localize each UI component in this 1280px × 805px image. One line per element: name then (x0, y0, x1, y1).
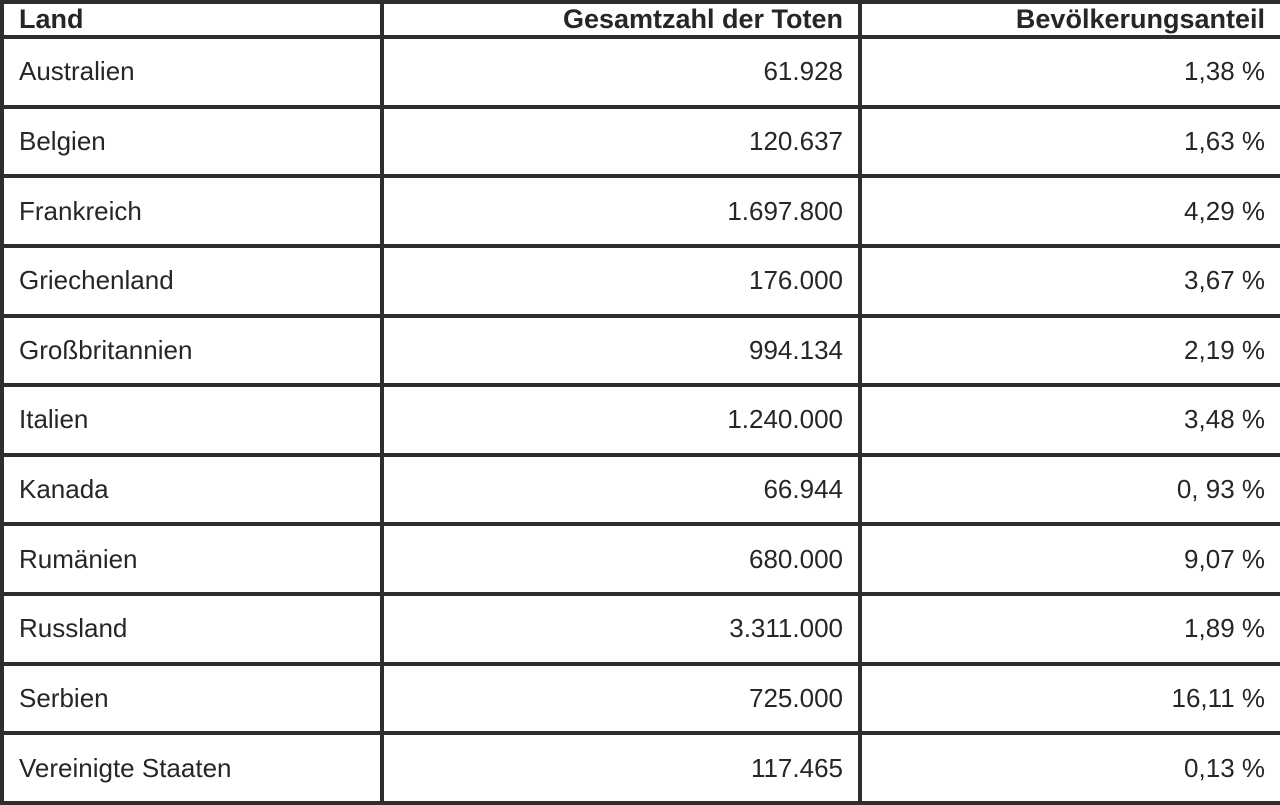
cell-total-deaths: 66.944 (380, 452, 862, 527)
table-row: Italien 1.240.000 3,48 % (0, 383, 1280, 457)
cell-country: Italien (0, 383, 384, 457)
cell-population-share: 4,29 % (858, 174, 1280, 248)
table-row: Kanada 66.944 0, 93 % (0, 452, 1280, 527)
table-row: Vereinigte Staaten 117.465 0,13 % (0, 731, 1280, 805)
cell-population-share: 1,89 % (858, 592, 1280, 666)
cell-population-share: 16,11 % (858, 661, 1280, 736)
cell-country: Rumänien (0, 522, 384, 596)
table-row: Griechenland 176.000 3,67 % (0, 243, 1280, 318)
cell-total-deaths: 61.928 (380, 35, 862, 109)
table-row: Belgien 120.637 1,63 % (0, 104, 1280, 179)
cell-population-share: 1,38 % (858, 35, 1280, 109)
cell-population-share: 2,19 % (858, 313, 1280, 388)
cell-country: Frankreich (0, 174, 384, 248)
table-row: Serbien 725.000 16,11 % (0, 661, 1280, 736)
cell-country: Vereinigte Staaten (0, 731, 384, 805)
cell-country: Griechenland (0, 243, 384, 318)
table-row: Rumänien 680.000 9,07 % (0, 522, 1280, 596)
cell-population-share: 3,67 % (858, 243, 1280, 318)
cell-country: Serbien (0, 661, 384, 736)
cell-total-deaths: 120.637 (380, 104, 862, 179)
column-header-population-share: Bevölkerungsanteil (858, 0, 1280, 39)
cell-total-deaths: 725.000 (380, 661, 862, 736)
table-body: Australien 61.928 1,38 % Belgien 120.637 1,63… (0, 35, 1280, 805)
cell-total-deaths: 680.000 (380, 522, 862, 596)
cell-country: Russland (0, 592, 384, 666)
cell-total-deaths: 1.697.800 (380, 174, 862, 248)
cell-population-share: 0,13 % (858, 731, 1280, 805)
table-row: Australien 61.928 1,38 % (0, 35, 1280, 109)
cell-country: Großbritannien (0, 313, 384, 388)
cell-total-deaths: 117.465 (380, 731, 862, 805)
table-row: Frankreich 1.697.800 4,29 % (0, 174, 1280, 248)
cell-country: Australien (0, 35, 384, 109)
cell-population-share: 0, 93 % (858, 452, 1280, 527)
cell-country: Belgien (0, 104, 384, 179)
cell-population-share: 3,48 % (858, 383, 1280, 457)
column-header-land: Land (0, 0, 384, 39)
cell-total-deaths: 3.311.000 (380, 592, 862, 666)
cell-total-deaths: 176.000 (380, 243, 862, 318)
cell-total-deaths: 994.134 (380, 313, 862, 388)
table-row: Großbritannien 994.134 2,19 % (0, 313, 1280, 388)
cell-total-deaths: 1.240.000 (380, 383, 862, 457)
header-row: Land Gesamtzahl der Toten Bevölkerungsan… (0, 0, 1280, 39)
cell-country: Kanada (0, 452, 384, 527)
cell-population-share: 1,63 % (858, 104, 1280, 179)
column-header-total-deaths: Gesamtzahl der Toten (380, 0, 862, 39)
table-row: Russland 3.311.000 1,89 % (0, 592, 1280, 666)
cell-population-share: 9,07 % (858, 522, 1280, 596)
